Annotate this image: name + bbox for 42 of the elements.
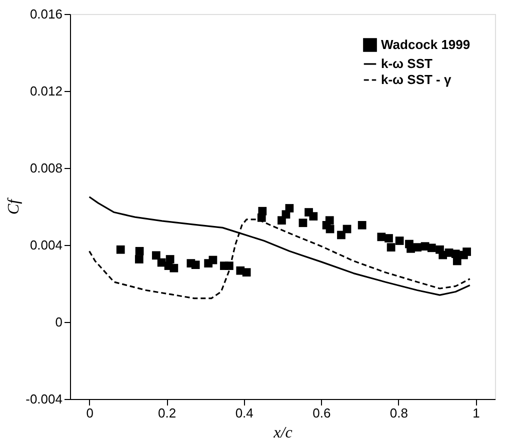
point (326, 224, 334, 234)
point (285, 204, 294, 212)
point (309, 212, 318, 220)
point (208, 256, 218, 264)
point (116, 245, 125, 254)
y-tick-label: -0.004 (26, 392, 62, 406)
point (427, 244, 436, 252)
legend-label: k-ω SST (381, 56, 432, 71)
x-tick-label: 0.6 (312, 406, 331, 420)
y-tick-label: 0.004 (30, 238, 62, 252)
point (386, 243, 396, 252)
point (257, 213, 266, 222)
y-tick-label: 0.016 (30, 6, 62, 22)
point (298, 218, 308, 228)
point (170, 264, 178, 272)
y-tick-label: 0 (55, 314, 62, 330)
point (225, 262, 234, 270)
x-tick-label: 0 (86, 406, 94, 420)
x-axis-title: x/c (272, 424, 292, 442)
x-tick-label: 0.8 (390, 406, 408, 420)
point (384, 234, 393, 242)
point (242, 268, 251, 277)
point (395, 236, 404, 245)
x-tick-label: 0.2 (158, 406, 176, 420)
y-tick-label: 0.012 (30, 84, 62, 98)
y-axis-title: Cf (6, 196, 23, 215)
point (462, 248, 471, 256)
point (134, 255, 144, 264)
point (152, 251, 160, 260)
legend-label: Wadcock 1999 (381, 37, 470, 52)
point (337, 230, 346, 240)
point (342, 224, 352, 234)
x-tick-label: 0.4 (235, 406, 254, 420)
line-series (88, 196, 471, 296)
point (377, 232, 386, 242)
point (358, 220, 366, 230)
point (135, 246, 144, 256)
y-tick-label: 0.008 (30, 160, 62, 176)
point (413, 243, 422, 252)
point (191, 260, 200, 270)
x-tick-label: 1 (472, 406, 480, 420)
legend-label: k-ω SST - γ (381, 72, 452, 87)
